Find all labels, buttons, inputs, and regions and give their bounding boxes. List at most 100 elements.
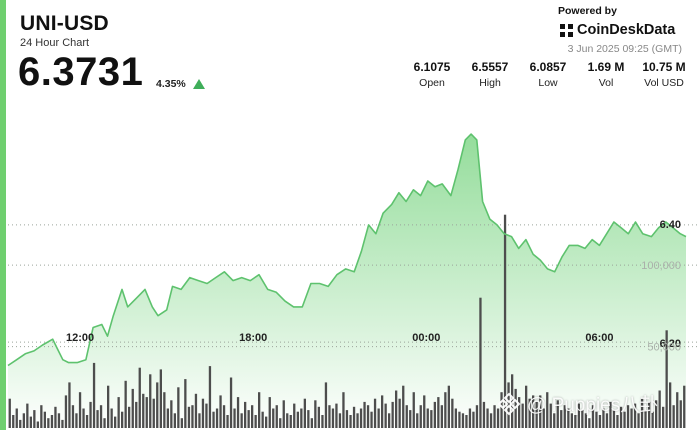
volume-bar	[588, 418, 591, 428]
volume-bar	[349, 415, 352, 428]
volume-bar	[61, 419, 64, 428]
volume-bar	[384, 403, 387, 428]
volume-bar	[345, 410, 349, 428]
volume-bar	[71, 405, 75, 428]
volume-bar	[570, 413, 573, 428]
stat-value: 10.75 M	[642, 60, 686, 74]
timestamp: 3 Jun 2025 09:25 (GMT)	[567, 43, 682, 55]
volume-bar	[496, 408, 500, 428]
volume-bar	[612, 410, 616, 428]
volume-bar	[619, 406, 623, 428]
volume-bar	[222, 405, 226, 428]
volume-bar	[43, 411, 46, 428]
volume-bar	[293, 403, 296, 428]
volume-bar	[85, 415, 89, 428]
volume-bar	[191, 405, 194, 428]
volume-bar	[124, 380, 127, 428]
volume-bar	[163, 392, 166, 428]
volume-bar	[577, 403, 580, 428]
volume-bar	[493, 405, 496, 428]
volume-bar	[679, 400, 682, 428]
volume-bar	[201, 398, 205, 428]
volume-bar	[145, 397, 148, 428]
volume-bar	[89, 401, 92, 428]
volume-bar	[26, 403, 29, 428]
volume-bar	[103, 418, 106, 428]
stat-value: 1.69 M	[587, 60, 625, 74]
chart-subtitle: 24 Hour Chart	[20, 37, 90, 49]
volume-bar	[472, 411, 475, 428]
volume-bar	[226, 415, 229, 428]
volume-bar	[142, 393, 145, 428]
volume-bar	[574, 415, 577, 428]
volume-bar	[128, 406, 131, 428]
volume-bar	[317, 406, 320, 428]
stat-value: 6.5557	[471, 60, 509, 74]
volume-bar	[110, 408, 113, 428]
stats-row: 6.1075 Open 6.5557 High 6.0857 Low 1.69 …	[410, 60, 686, 89]
watermark-text: @ Puppies八卦	[527, 395, 659, 416]
volume-bar	[398, 398, 401, 428]
volume-bar	[437, 397, 440, 428]
volume-bar	[12, 415, 15, 428]
volume-tick-label: 50,000	[647, 342, 681, 354]
volume-bar	[156, 382, 159, 428]
diamond-logo-icon	[497, 392, 521, 415]
volume-bar	[54, 406, 57, 428]
volume-bar	[489, 413, 493, 428]
volume-bar	[149, 374, 152, 428]
volume-bar	[412, 392, 415, 428]
volume-bar	[567, 408, 570, 428]
volume-bar	[665, 330, 668, 428]
volume-bar	[377, 408, 380, 428]
volume-bar	[268, 397, 271, 428]
volume-bar	[272, 408, 275, 428]
volume-bar	[254, 415, 257, 428]
volume-bar	[33, 410, 36, 428]
volume-bar	[444, 392, 447, 428]
volume-bar	[560, 410, 563, 428]
brand-name: CoinDeskData	[577, 22, 676, 38]
volume-bar	[602, 408, 605, 428]
volume-bar	[173, 413, 176, 428]
volume-bar	[359, 408, 363, 428]
stat-value: 6.1075	[413, 60, 451, 74]
volume-bar	[177, 387, 180, 428]
volume-bar	[633, 403, 637, 428]
volume-bar	[518, 397, 521, 428]
current-price: 6.3731	[18, 50, 144, 94]
volume-bar	[451, 398, 454, 428]
volume-bar	[409, 410, 412, 428]
volume-bar	[180, 418, 183, 428]
volume-bar	[258, 392, 261, 428]
volume-bar	[275, 405, 278, 428]
volume-tick-label: 100,000	[641, 260, 681, 272]
pair-title: UNI-USD	[20, 12, 109, 35]
volume-bar	[672, 405, 675, 428]
stat-high: 6.5557 High	[468, 60, 512, 89]
volume-bar	[296, 411, 299, 428]
volume-bar	[121, 411, 124, 428]
volume-bar	[626, 405, 630, 428]
volume-bar	[598, 415, 602, 428]
x-tick-label: 06:00	[585, 332, 613, 344]
volume-bar	[194, 393, 198, 428]
volume-bar	[338, 413, 342, 428]
volume-bar	[289, 415, 292, 428]
volume-bar	[616, 415, 619, 428]
volume-bar	[419, 405, 422, 428]
volume-bar	[166, 408, 169, 428]
volume-bar	[244, 401, 247, 428]
powered-by-label: Powered by	[558, 5, 617, 17]
x-tick-label: 18:00	[239, 332, 267, 344]
volume-bar	[447, 385, 450, 428]
volume-bar	[595, 411, 598, 428]
volume-bar	[286, 413, 289, 428]
price-tick-label: 6.40	[660, 219, 681, 231]
volume-bar	[356, 413, 359, 428]
volume-bar	[546, 392, 549, 428]
volume-bar	[648, 401, 651, 428]
volume-bar	[328, 405, 331, 428]
volume-bar	[22, 413, 25, 428]
volume-bar	[468, 408, 472, 428]
